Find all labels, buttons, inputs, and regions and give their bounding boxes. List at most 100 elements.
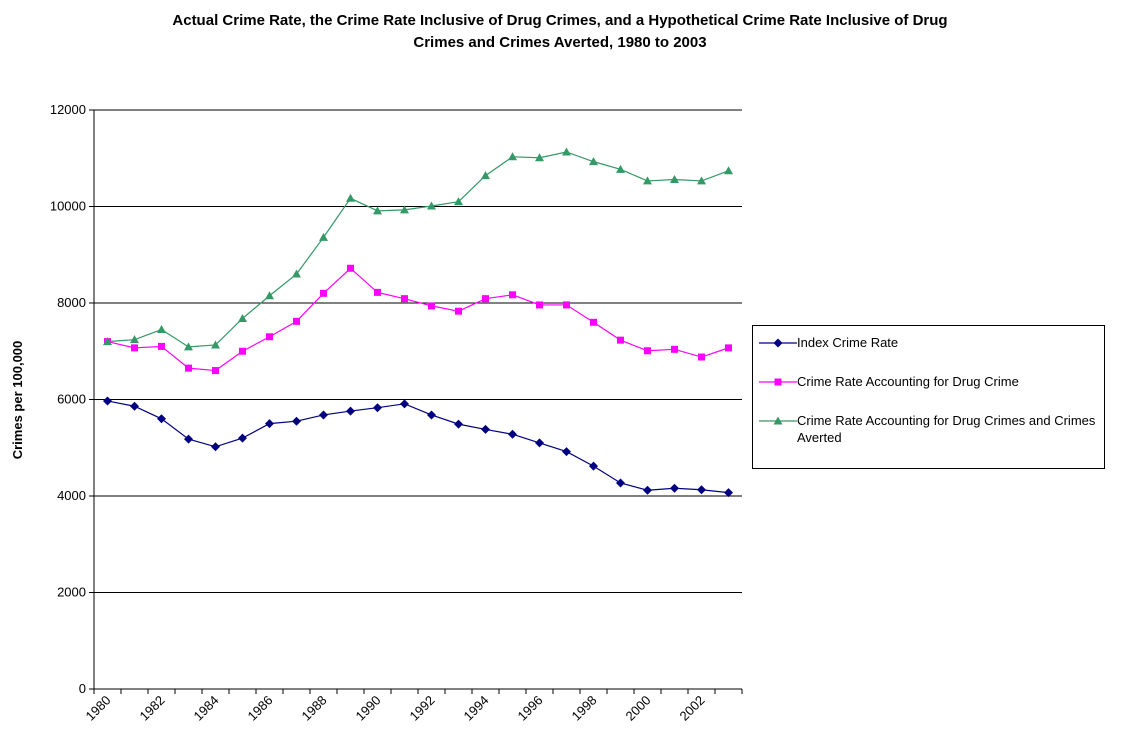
x-tick-label: 1998: [569, 693, 600, 724]
marker: [238, 313, 247, 322]
marker: [131, 344, 138, 352]
x-tick-label: 1994: [461, 693, 492, 724]
marker: [616, 164, 625, 173]
marker: [428, 302, 435, 310]
x-tick-label: 2002: [677, 693, 708, 724]
legend-swatch: [759, 338, 797, 348]
marker: [455, 307, 462, 315]
marker: [292, 416, 301, 426]
marker: [643, 485, 652, 495]
marker: [670, 483, 679, 493]
marker: [400, 399, 409, 409]
x-tick-label: 2000: [623, 693, 654, 724]
marker: [211, 340, 220, 349]
marker: [562, 447, 571, 457]
series-line: [107, 151, 729, 348]
x-tick-label: 1988: [299, 693, 330, 724]
marker: [184, 342, 193, 351]
marker: [158, 342, 165, 350]
x-tick-label: 1982: [137, 693, 168, 724]
marker: [238, 433, 247, 443]
y-tick-label: 4000: [57, 488, 86, 503]
marker: [590, 318, 597, 326]
marker: [616, 478, 625, 488]
y-tick-label: 6000: [57, 392, 86, 407]
legend-entry: Index Crime Rate: [759, 334, 1098, 351]
marker: [671, 345, 678, 353]
marker: [184, 434, 193, 444]
series-line: [107, 400, 729, 494]
chart-title: Actual Crime Rate, the Crime Rate Inclus…: [172, 12, 948, 51]
marker: [347, 264, 354, 272]
legend-label: Crime Rate Accounting for Drug Crimes an…: [797, 413, 1096, 445]
marker: [617, 336, 624, 344]
marker: [725, 344, 732, 352]
marker: [698, 353, 705, 361]
marker: [130, 401, 139, 411]
marker: [724, 488, 733, 498]
marker: [643, 176, 652, 185]
x-tick-label: 1996: [515, 693, 546, 724]
marker: [212, 367, 219, 375]
marker: [535, 153, 544, 162]
y-tick-label: 0: [79, 681, 86, 696]
marker: [373, 403, 382, 413]
marker: [773, 416, 783, 425]
legend-swatch: [759, 416, 797, 425]
marker: [774, 378, 782, 386]
marker: [401, 295, 408, 303]
marker: [346, 406, 355, 416]
marker: [427, 410, 436, 420]
y-tick-label: 2000: [57, 585, 86, 600]
marker: [103, 396, 112, 406]
marker: [293, 317, 300, 325]
marker: [482, 295, 489, 303]
marker: [130, 335, 139, 344]
marker: [563, 301, 570, 309]
legend-entry: Crime Rate Accounting for Drug Crime: [759, 373, 1098, 390]
marker: [265, 291, 274, 300]
x-tick-label: 1984: [191, 693, 222, 724]
marker: [481, 424, 490, 434]
marker: [670, 174, 679, 183]
marker: [454, 197, 463, 206]
marker: [589, 461, 598, 471]
marker: [644, 347, 651, 355]
marker: [773, 338, 783, 348]
marker: [319, 410, 328, 420]
marker: [103, 337, 112, 346]
y-tick-label: 10000: [50, 199, 86, 214]
legend-label: Crime Rate Accounting for Drug Crime: [797, 374, 1019, 389]
marker: [265, 419, 274, 429]
marker: [508, 429, 517, 439]
y-tick-label: 8000: [57, 295, 86, 310]
marker: [562, 147, 571, 156]
marker: [266, 333, 273, 341]
marker: [319, 232, 328, 241]
x-tick-label: 1992: [407, 693, 438, 724]
x-tick-label: 1980: [83, 693, 114, 724]
marker: [157, 414, 166, 424]
marker: [509, 291, 516, 299]
marker: [400, 205, 409, 214]
marker: [589, 157, 598, 166]
marker: [292, 269, 301, 278]
marker: [697, 176, 706, 185]
marker: [320, 289, 327, 297]
marker: [535, 438, 544, 448]
marker: [239, 347, 246, 355]
marker: [427, 201, 436, 210]
legend: Index Crime Rate Crime Rate Accounting fo…: [752, 325, 1105, 469]
marker: [536, 301, 543, 309]
marker: [157, 325, 166, 334]
y-tick-label: 12000: [50, 102, 86, 117]
legend-swatch: [759, 378, 797, 386]
y-axis-label: Crimes per 100,000: [10, 341, 25, 460]
x-tick-label: 1986: [245, 693, 276, 724]
legend-entry: Crime Rate Accounting for Drug Crimes an…: [759, 412, 1098, 446]
marker: [724, 166, 733, 175]
legend-label: Index Crime Rate: [797, 335, 899, 350]
x-tick-label: 1990: [353, 693, 384, 724]
